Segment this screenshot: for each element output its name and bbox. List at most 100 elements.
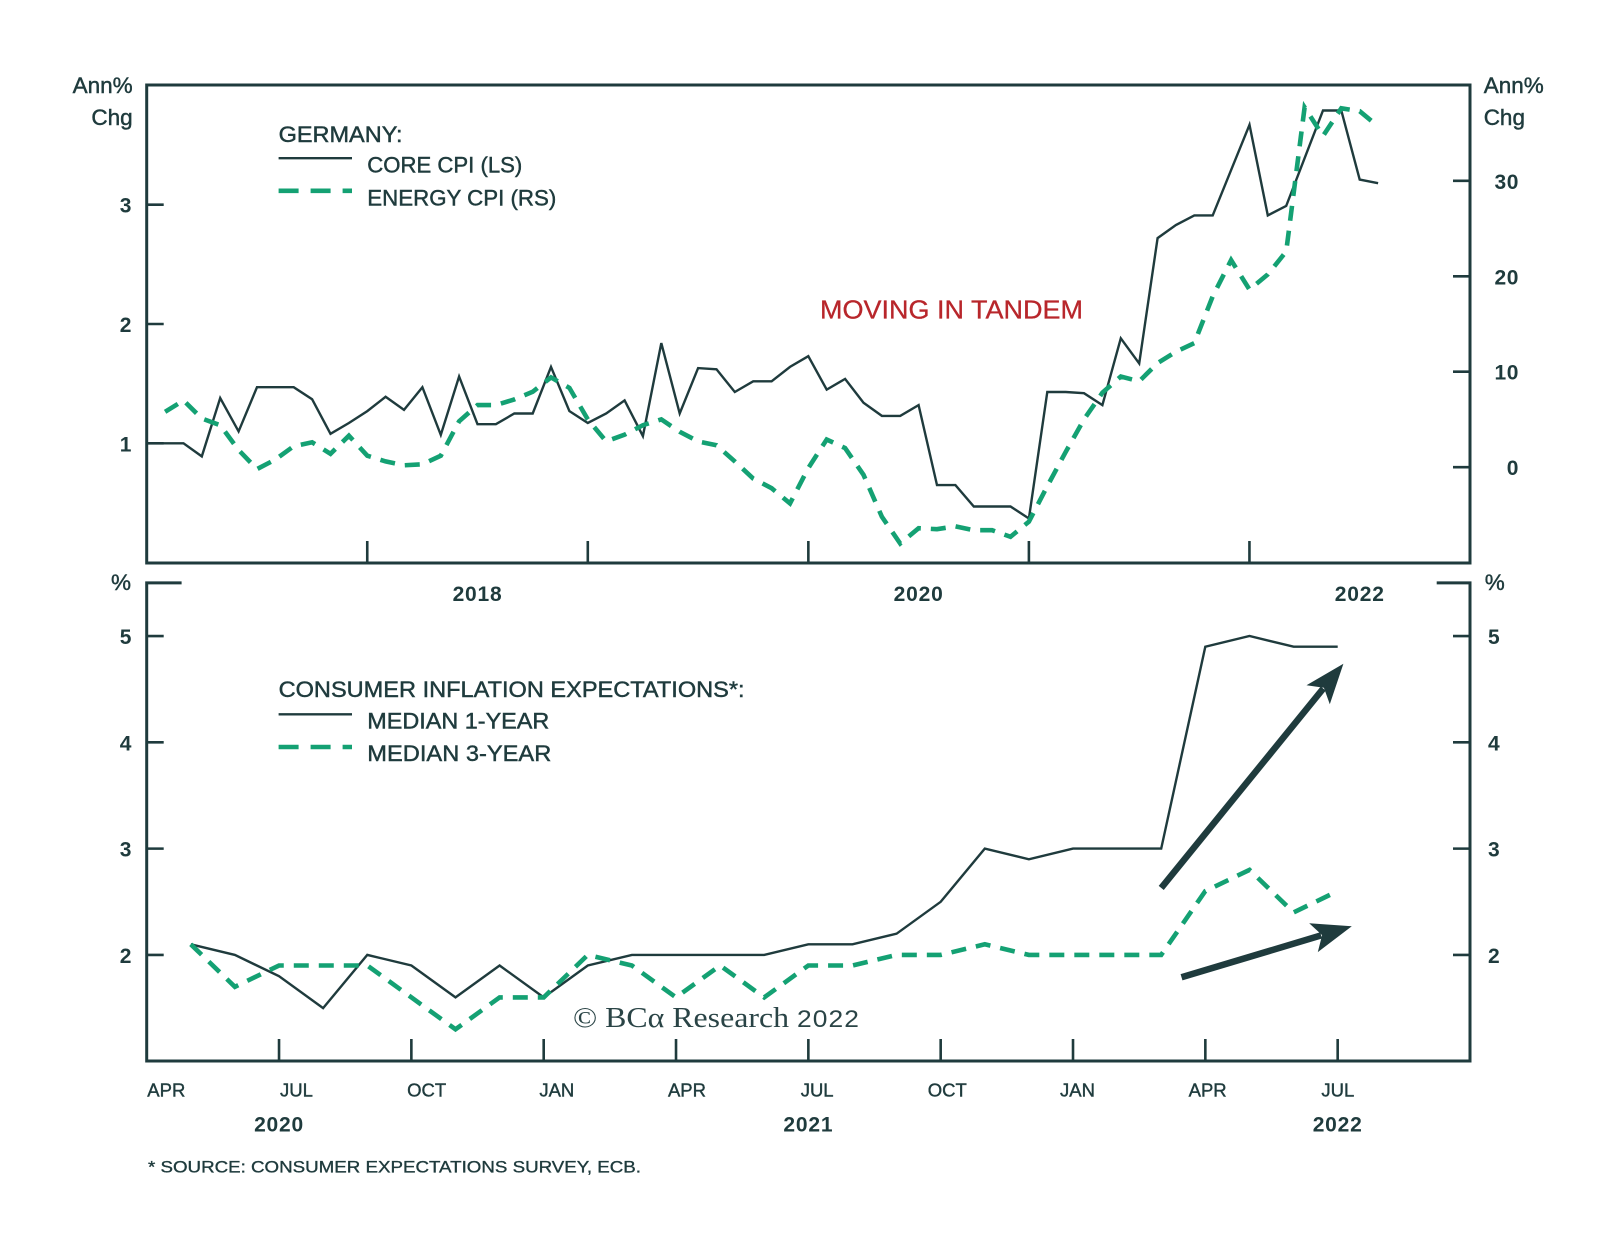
right-y-tick-label: 0 (1507, 457, 1519, 480)
bottom-plot-marks: 2 3 4 5 2 3 4 5 APR JUL OCT JAN APR JUL OCT JAN APR JUL 20… (120, 626, 1500, 1136)
core-cpi-point (898, 414, 902, 418)
median-3-year-line (189, 867, 1339, 1033)
core-cpi-point (843, 377, 847, 381)
median-3-year-point (542, 995, 546, 999)
median-1-year-point (409, 964, 413, 968)
energy-cpi-point (715, 443, 719, 447)
watermark-copyright-symbol: © (573, 1002, 597, 1034)
energy-cpi-point (990, 528, 994, 532)
energy-cpi-point (953, 524, 957, 528)
core-cpi-point (1211, 213, 1215, 217)
median-1-year-point (498, 964, 502, 968)
core-cpi-point (1082, 391, 1086, 395)
median-3-year-point (1159, 953, 1163, 957)
core-cpi-point (1119, 336, 1123, 340)
core-cpi-point (1045, 390, 1049, 394)
energy-cpi-line (163, 100, 1380, 547)
median-3-year-point (630, 964, 634, 968)
x-month-label: JUL (801, 1080, 834, 1101)
energy-cpi-point (843, 446, 847, 450)
energy-cpi-point (641, 423, 645, 427)
median-1-year-point (1027, 857, 1031, 861)
left-y-tick-label: 3 (120, 195, 132, 218)
core-cpi-point (200, 454, 204, 458)
core-cpi-point (1009, 505, 1013, 509)
energy-cpi-point (457, 419, 461, 423)
energy-cpi-point (255, 467, 259, 471)
core-cpi-point (237, 429, 241, 433)
energy-cpi-point (310, 440, 314, 444)
energy-cpi-point (1156, 361, 1160, 365)
inflation-expectations-chart: % % 2 3 4 5 2 3 4 5 APR JUL OCT JAN APR JUL OCT JAN APR J… (111, 570, 1505, 1137)
x-month-label: APR (668, 1080, 706, 1101)
core-cpi-point (770, 379, 774, 383)
energy-cpi-point (880, 515, 884, 519)
core-cpi-point (1192, 213, 1196, 217)
energy-cpi-point (1100, 391, 1104, 395)
energy-cpi-point (586, 417, 590, 421)
core-cpi-point (329, 432, 333, 436)
core-cpi-point (1376, 181, 1380, 185)
median-1-year-point (1203, 645, 1207, 649)
core-cpi-point (825, 388, 829, 392)
median-3-year-point (851, 964, 855, 968)
energy-cpi-point (1266, 272, 1270, 276)
energy-cpi-point (770, 486, 774, 490)
median-3-year-point (806, 964, 810, 968)
energy-cpi-point (825, 438, 829, 442)
median-1-year-point (1336, 645, 1340, 649)
core-cpi-point (678, 412, 682, 416)
watermark: © BCα Research 2022 (573, 1002, 860, 1034)
core-cpi-point (990, 505, 994, 509)
median-3-year-point (1203, 889, 1207, 893)
core-cpi-point (1321, 109, 1325, 113)
median-1-year-point (1248, 634, 1252, 638)
energy-cpi-point (1119, 375, 1123, 379)
y-right-axis-title: % (1485, 570, 1505, 595)
core-cpi-point (733, 390, 737, 394)
core-cpi-point (182, 441, 186, 445)
median-1-year-trend-arrow-head (1306, 663, 1344, 705)
median-1-year-point (895, 932, 899, 936)
right-y-tick-label: 10 (1494, 362, 1519, 385)
core-cpi-point (1156, 236, 1160, 240)
median-3-year-point (1071, 953, 1075, 957)
core-cpi-point (935, 483, 939, 487)
median-3-year-point (1248, 868, 1252, 872)
median-3-year-trend-arrow-shaft (1180, 932, 1323, 981)
core-cpi-point (641, 434, 645, 438)
core-cpi-point (751, 379, 755, 383)
core-cpi-point (457, 375, 461, 379)
core-cpi-point (972, 505, 976, 509)
median-3-year-point (365, 964, 369, 968)
core-cpi-point (953, 483, 957, 487)
median-1-year-point (233, 953, 237, 957)
energy-cpi-point (917, 526, 921, 530)
core-cpi-point (439, 433, 443, 437)
right-y-tick-label: 20 (1494, 266, 1519, 289)
core-cpi-point (494, 422, 498, 426)
energy-cpi-point (604, 439, 608, 443)
top-legend: GERMANY: CORE CPI (LS) ENERGY CPI (RS) (278, 122, 556, 211)
core-cpi-point (788, 365, 792, 369)
left-y-tick-label: 4 (120, 732, 132, 755)
energy-cpi-point (402, 463, 406, 467)
y-right-axis-title-line1: Ann% (1484, 73, 1544, 98)
x-month-label: JAN (539, 1080, 574, 1101)
energy-cpi-point (1137, 379, 1141, 383)
core-cpi-point (310, 397, 314, 401)
right-y-tick-label: 4 (1488, 732, 1500, 755)
y-right-axis-title-line2: Chg (1484, 105, 1525, 130)
energy-cpi-point (1339, 106, 1343, 110)
energy-cpi-point (733, 459, 737, 463)
y-left-axis-title-line1: Ann% (73, 73, 133, 98)
core-cpi-point (1100, 403, 1104, 407)
median-3-year-point (762, 995, 766, 999)
energy-cpi-point (1174, 350, 1178, 354)
energy-cpi-point (420, 462, 424, 466)
legend-title: CONSUMER INFLATION EXPECTATIONS*: (279, 677, 745, 702)
median-1-year-point (1115, 847, 1119, 851)
energy-cpi-point (1321, 134, 1325, 138)
